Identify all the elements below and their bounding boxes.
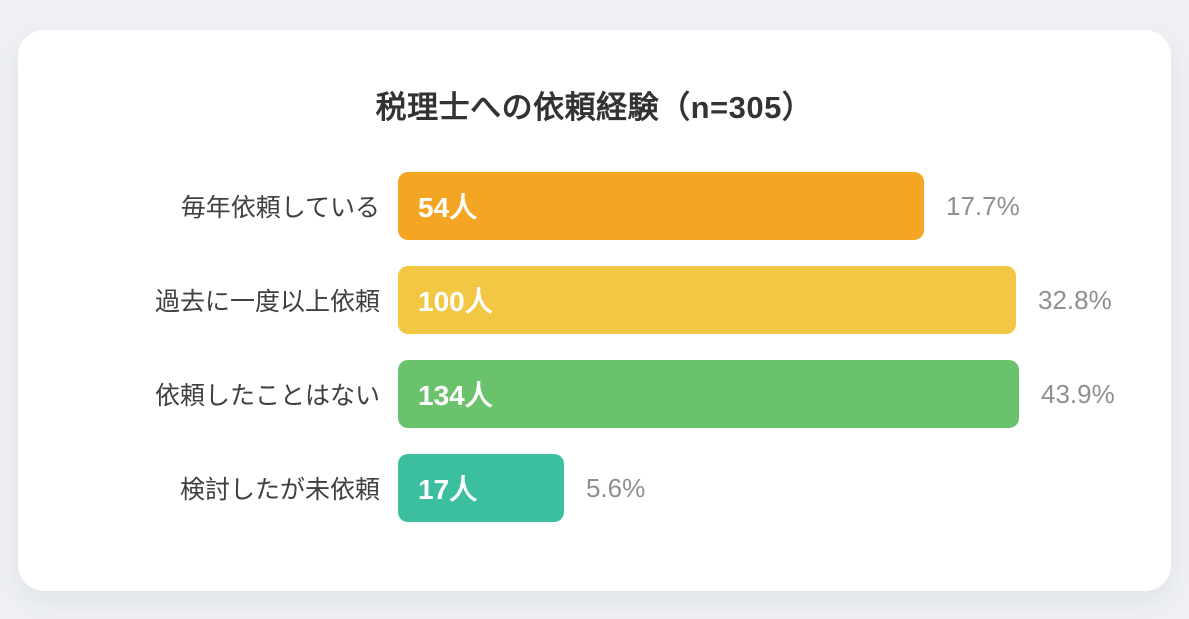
chart-card: 税理士への依頼経験（n=305） 毎年依頼している 54人 17.7% 過去に一… <box>18 30 1171 591</box>
percent-label: 17.7% <box>946 190 1020 221</box>
bar-count-label: 54人 <box>418 192 478 223</box>
chart-title: 税理士への依頼経験（n=305） <box>375 90 814 125</box>
chart-row: 毎年依頼している 54人 17.7% <box>18 172 1171 240</box>
category-label: 検討したが未依頼 <box>179 476 380 504</box>
percent-label: 5.6% <box>586 472 646 503</box>
bar: 100人 <box>398 266 1016 334</box>
bar-count-label: 17人 <box>418 474 478 505</box>
category-label: 依頼したことはない <box>154 382 380 410</box>
chart-row: 検討したが未依頼 17人 5.6% <box>18 454 1171 522</box>
percent-label: 32.8% <box>1038 284 1112 315</box>
category-label: 過去に一度以上依頼 <box>154 288 380 316</box>
chart-row: 過去に一度以上依頼 100人 32.8% <box>18 266 1171 334</box>
bar-count-label: 100人 <box>418 286 493 317</box>
percent-label: 43.9% <box>1041 378 1115 409</box>
bar: 17人 <box>398 454 564 522</box>
bar: 54人 <box>398 172 924 240</box>
bar-count-label: 134人 <box>418 380 493 411</box>
bar-chart: 毎年依頼している 54人 17.7% 過去に一度以上依頼 100人 32.8% … <box>18 172 1171 548</box>
bar: 134人 <box>398 360 1019 428</box>
category-label: 毎年依頼している <box>180 194 380 222</box>
chart-row: 依頼したことはない 134人 43.9% <box>18 360 1171 428</box>
